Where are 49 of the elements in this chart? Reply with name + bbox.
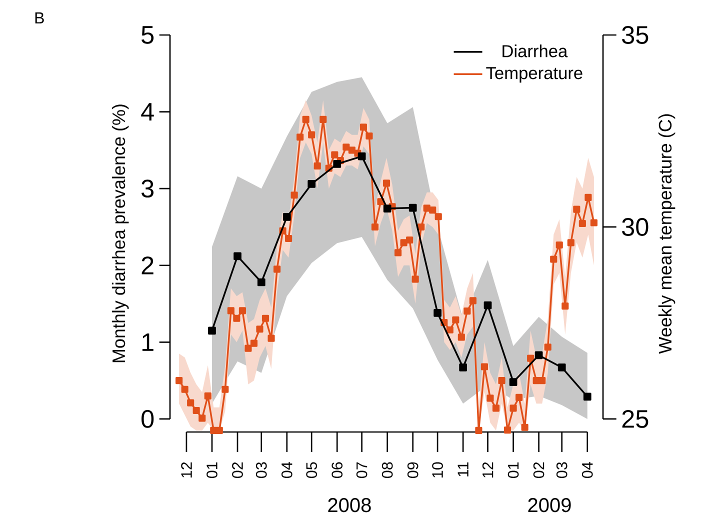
x-tick-label: 04 <box>281 462 292 478</box>
y-tick-label: 2 <box>142 256 154 274</box>
point <box>257 278 266 286</box>
y-axis-title: Monthly diarrhea prevalence (%) <box>112 104 129 362</box>
x-tick-label: 05 <box>306 462 318 478</box>
point <box>459 364 468 372</box>
text: 2009 <box>528 498 571 512</box>
point <box>509 378 518 386</box>
x-tick-label: 07 <box>356 462 368 478</box>
y-tick-label: 4 <box>141 103 154 120</box>
point <box>208 326 216 335</box>
point <box>234 252 242 260</box>
point <box>558 364 566 372</box>
y-tick-label: 5 <box>142 26 154 44</box>
y2-axis-title: Weekly mean temperature (C) <box>658 114 676 354</box>
point <box>333 160 342 168</box>
point <box>358 152 366 160</box>
x-tick-label: 11 <box>458 462 468 476</box>
x-tick-label: 02 <box>232 462 243 478</box>
x-tick-label: 01 <box>206 462 218 478</box>
x-tick-label: 12 <box>482 462 494 478</box>
x-tick-label: 06 <box>332 462 343 478</box>
y2-tick-label: 30 <box>622 218 648 236</box>
x-tick-label: 04 <box>582 462 593 478</box>
x-tick-label: 03 <box>556 462 568 478</box>
y-tick-label: 0 <box>142 410 154 428</box>
x-tick-label: 01 <box>508 462 519 478</box>
legend-label: Diarrhea <box>502 44 568 58</box>
text: 2008 <box>328 498 371 512</box>
x-tick-label: 12 <box>181 462 192 478</box>
point <box>534 351 543 360</box>
x-tick-label: 08 <box>382 462 393 478</box>
x-tick-label: 02 <box>533 462 544 478</box>
x-tick-label: 09 <box>407 462 418 478</box>
legend-label: Temperature <box>486 67 582 83</box>
text: B <box>35 12 44 24</box>
point <box>484 301 492 310</box>
y2-tick-label: 25 <box>622 410 648 428</box>
y-tick-label: 3 <box>141 180 154 198</box>
x-tick-label: 10 <box>432 462 443 478</box>
y-tick-label: 1 <box>142 333 154 351</box>
point <box>282 213 291 221</box>
point <box>583 392 592 401</box>
point <box>434 309 442 317</box>
y2-tick-label: 35 <box>622 26 648 44</box>
point <box>408 204 417 212</box>
point <box>308 180 316 188</box>
x-tick-label: 03 <box>256 462 267 478</box>
point <box>383 204 392 212</box>
